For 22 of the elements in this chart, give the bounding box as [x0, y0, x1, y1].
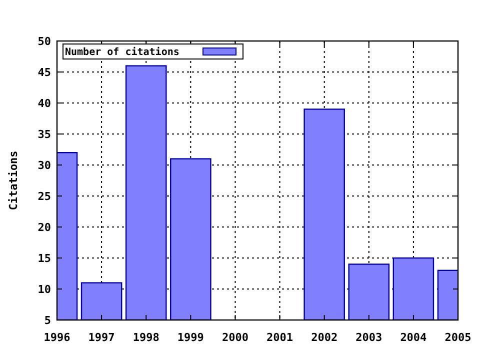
- x-tick-label: 1999: [177, 331, 204, 344]
- y-tick-label: 25: [38, 190, 51, 203]
- x-tick-label: 2004: [400, 331, 428, 344]
- y-tick-label: 15: [38, 252, 51, 265]
- y-tick-label: 20: [38, 221, 51, 234]
- y-tick-label: 30: [38, 159, 51, 172]
- y-tick-label: 35: [38, 128, 51, 141]
- x-tick-label: 2001: [266, 331, 294, 344]
- x-tick-label: 2003: [356, 331, 382, 344]
- x-tick-label: 1996: [44, 331, 71, 344]
- y-tick-label: 10: [38, 283, 51, 296]
- legend-label: Number of citations: [65, 46, 180, 58]
- y-axis-title: Citations: [7, 150, 20, 210]
- x-tick-label: 1997: [88, 331, 115, 344]
- y-tick-label: 40: [38, 97, 51, 110]
- x-tick-label: 2000: [222, 331, 248, 344]
- y-tick-label: 50: [38, 35, 51, 48]
- x-tick-label: 1998: [132, 331, 160, 344]
- y-tick-label: 45: [38, 66, 51, 79]
- y-tick-label: 5: [44, 314, 51, 327]
- x-tick-label: 2005: [444, 331, 472, 344]
- x-tick-label: 2002: [311, 331, 338, 344]
